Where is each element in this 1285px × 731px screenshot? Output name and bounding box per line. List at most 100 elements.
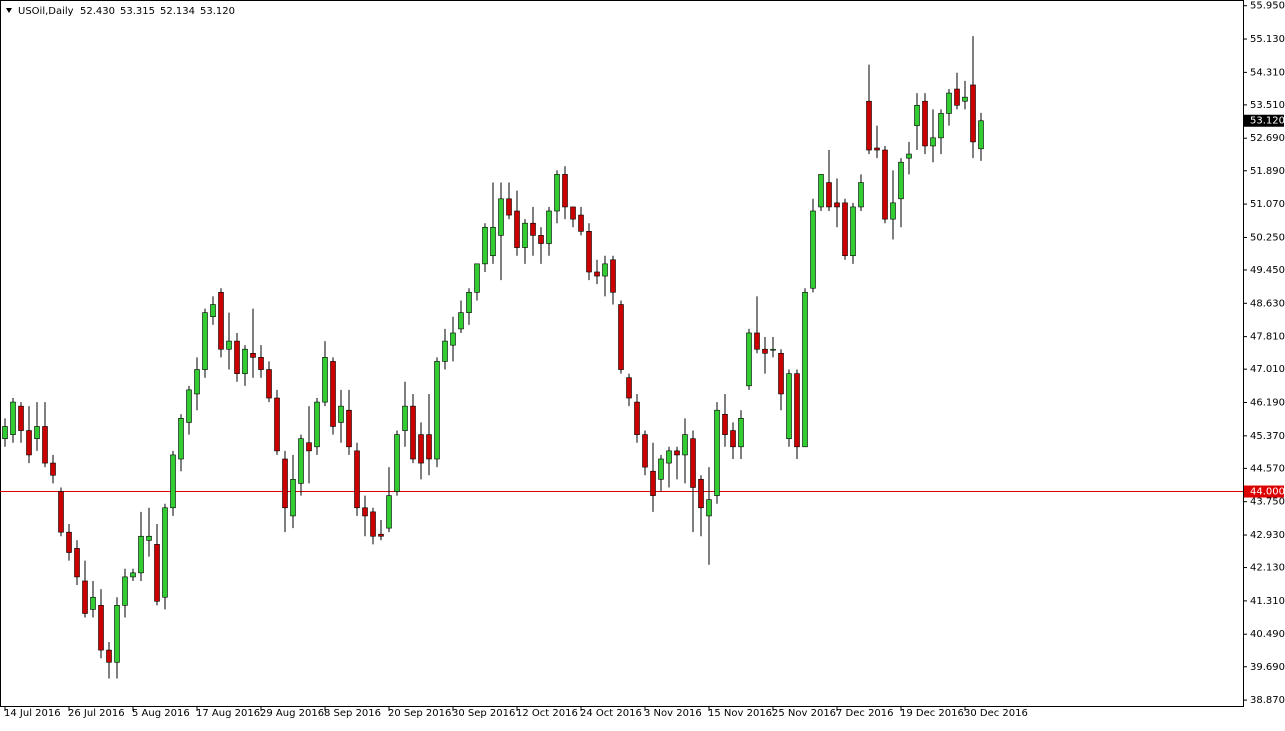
candle-body — [842, 202, 848, 257]
candle-body — [538, 235, 544, 244]
candle-body — [42, 426, 48, 464]
candle-body — [882, 149, 888, 220]
candle-body — [890, 202, 896, 220]
candle-body — [634, 401, 640, 435]
candle-body — [938, 113, 944, 139]
ohlc-label: 52.134 — [160, 6, 195, 17]
y-tick-label: 54.310 — [1250, 67, 1285, 78]
candle-body — [738, 418, 744, 448]
candle-body — [90, 596, 96, 610]
x-tick-label: 8 Sep 2016 — [324, 708, 381, 719]
candle-body — [650, 470, 656, 496]
candle-body — [194, 369, 200, 395]
y-tick-label: 55.950 — [1250, 1, 1285, 12]
y-tick-label: 42.930 — [1250, 530, 1285, 541]
y-tick-label: 45.370 — [1250, 431, 1285, 442]
candle-body — [450, 332, 456, 346]
candle-body — [154, 544, 160, 602]
y-tick-label: 47.810 — [1250, 332, 1285, 343]
candle-body — [674, 450, 680, 456]
candle-body — [298, 438, 304, 484]
candle-body — [602, 263, 608, 277]
x-tick-label: 25 Nov 2016 — [772, 708, 836, 719]
candle-body — [250, 352, 256, 358]
x-tick-label: 30 Sep 2016 — [452, 708, 515, 719]
candle-body — [858, 182, 864, 208]
y-tick-label: 41.310 — [1250, 596, 1285, 607]
candle-body — [482, 226, 488, 265]
candle-body — [978, 120, 984, 150]
candle-body — [594, 271, 600, 277]
candle-body — [170, 454, 176, 509]
candle-body — [682, 434, 688, 456]
candle-body — [130, 572, 136, 578]
candle-body — [354, 450, 360, 509]
candle-body — [946, 92, 952, 114]
y-tick-label: 38.870 — [1250, 695, 1285, 706]
candle-body — [434, 361, 440, 460]
y-tick-label: 44.570 — [1250, 463, 1285, 474]
y-tick-label: 53.510 — [1250, 100, 1285, 111]
candle-body — [306, 442, 312, 452]
candle-body — [178, 418, 184, 460]
candle-body — [514, 210, 520, 248]
candle-body — [458, 312, 464, 330]
candle-body — [234, 340, 240, 374]
candle-body — [226, 340, 232, 350]
y-tick-label: 47.010 — [1250, 364, 1285, 375]
candle-body — [266, 369, 272, 399]
candle-body — [218, 292, 224, 350]
candle-body — [26, 430, 32, 456]
candle-body — [706, 499, 712, 517]
candle-body — [546, 210, 552, 244]
candle-body — [290, 479, 296, 517]
candle-body — [922, 100, 928, 147]
candle-body — [34, 426, 40, 439]
candle-body — [74, 548, 80, 578]
candle-body — [562, 174, 568, 208]
x-tick-label: 15 Nov 2016 — [708, 708, 772, 719]
candle-body — [346, 409, 352, 448]
x-tick-label: 14 Jul 2016 — [4, 708, 61, 719]
horizontal-line-label-bg — [1244, 485, 1284, 498]
candle-body — [874, 147, 880, 151]
candle-body — [98, 605, 104, 651]
candle-body — [210, 304, 216, 318]
current-price-label: 53.120 — [1250, 116, 1285, 127]
ohlc-label: 53.315 — [120, 6, 155, 17]
candle-body — [850, 206, 856, 257]
candle-body — [762, 348, 768, 354]
candle-body — [866, 100, 872, 151]
candle-body — [818, 174, 824, 208]
candle-body — [18, 405, 24, 431]
candle-body — [826, 182, 832, 208]
candle-body — [498, 198, 504, 236]
candle-body — [418, 434, 424, 464]
candle-body — [122, 576, 128, 606]
candle-body — [570, 206, 576, 220]
x-tick-label: 30 Dec 2016 — [964, 708, 1028, 719]
candle-body — [186, 389, 192, 423]
candle-body — [426, 434, 432, 460]
candle-body — [530, 222, 536, 236]
candle-body — [970, 84, 976, 143]
candle-body — [794, 373, 800, 448]
candle-body — [930, 137, 936, 147]
candle-body — [522, 222, 528, 248]
candle-body — [10, 401, 16, 435]
candle-body — [906, 153, 912, 159]
candle-body — [370, 511, 376, 537]
candle-body — [114, 605, 120, 663]
x-tick-label: 24 Oct 2016 — [580, 708, 642, 719]
collapse-arrow[interactable] — [6, 8, 12, 13]
candle-body — [242, 348, 248, 374]
x-tick-label: 19 Dec 2016 — [900, 708, 964, 719]
y-tick-label: 40.490 — [1250, 629, 1285, 640]
ohlc-label: 53.120 — [200, 6, 235, 17]
x-tick-label: 7 Dec 2016 — [836, 708, 894, 719]
symbol-label: USOil,Daily — [18, 6, 74, 17]
candle-body — [162, 507, 168, 598]
x-tick-label: 3 Nov 2016 — [644, 708, 702, 719]
candle-body — [578, 214, 584, 232]
candle-body — [442, 340, 448, 362]
